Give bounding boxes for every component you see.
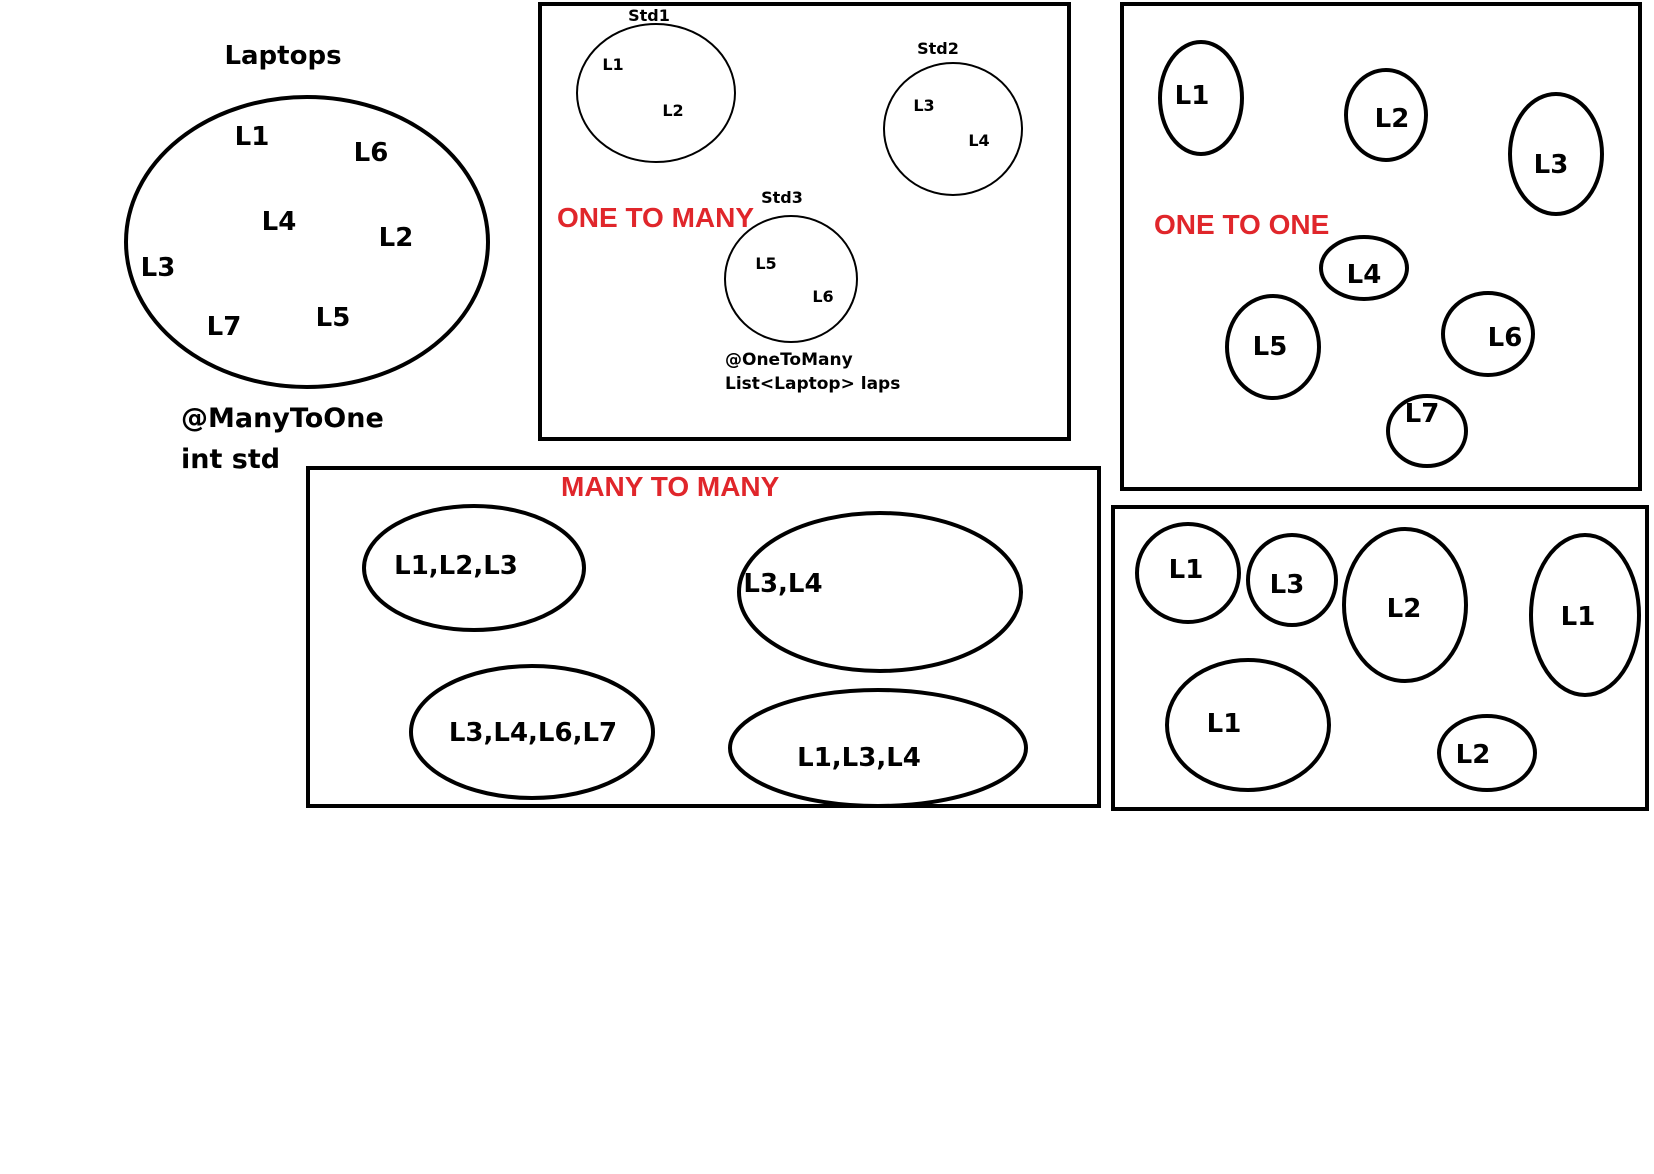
one-to-many-heading: ONE TO MANY (557, 202, 754, 233)
laptop-group-label: L3,L4,L6,L7 (449, 718, 617, 748)
laptop-ellipse (1246, 533, 1338, 627)
laptop-ellipse (1135, 522, 1241, 624)
student-laptop-item: L3 (913, 96, 934, 115)
laptop-ellipse (1225, 294, 1321, 400)
laptop-item: L1 (1207, 709, 1242, 739)
laptop-item: L2 (1456, 740, 1491, 770)
laptop-group-ellipse (728, 688, 1028, 808)
laptop-group-label: L1,L2,L3 (394, 551, 518, 581)
laptop-ellipse (1165, 658, 1331, 792)
laptop-item: L7 (207, 312, 242, 342)
laptop-item: L2 (1375, 104, 1410, 134)
student-name: Std3 (761, 188, 803, 207)
student-laptop-item: L1 (602, 55, 623, 74)
one-to-one-frame (1120, 2, 1642, 491)
laptop-item: L2 (379, 223, 414, 253)
one-to-one-heading: ONE TO ONE (1154, 209, 1329, 240)
one-to-one-panel: ONE TO ONE L1 L2 L3 L4 L5 L6 L7 (1120, 2, 1642, 491)
laptop-item: L5 (1253, 332, 1288, 362)
student-laptop-item: L4 (968, 131, 989, 150)
laptop-item: L6 (1488, 323, 1523, 353)
many-to-one-annotation-line2: int std (181, 444, 280, 475)
laptop-item: L1 (1169, 555, 1204, 585)
unlabeled-panel: L1 L3 L2 L1 L1 L2 (1111, 505, 1649, 811)
laptop-item: L2 (1387, 594, 1422, 624)
laptop-item: L7 (1405, 399, 1440, 429)
laptop-ellipse (1319, 235, 1409, 301)
one-to-many-annotation-line1: @OneToMany (725, 350, 853, 370)
student-set-ellipse (883, 62, 1023, 196)
student-name: Std2 (917, 39, 959, 58)
laptop-ellipse (1342, 527, 1468, 683)
laptop-group-ellipse (362, 504, 586, 632)
unlabeled-panel-frame (1111, 505, 1649, 811)
laptop-item: L4 (1347, 260, 1382, 290)
student-laptop-item: L6 (812, 287, 833, 306)
laptop-ellipse (1508, 92, 1604, 216)
laptop-group-label: L3,L4 (743, 569, 822, 599)
laptop-item: L3 (1270, 570, 1305, 600)
many-to-one-section: Laptops L1 L6 L4 L2 L3 L7 L5 @ManyToOne … (124, 41, 490, 475)
laptop-item: L6 (354, 138, 389, 168)
one-to-many-frame (538, 2, 1071, 441)
student-name: Std1 (628, 6, 670, 25)
laptop-item: L3 (141, 253, 176, 283)
student-laptop-item: L2 (662, 101, 683, 120)
student-set-ellipse (724, 215, 858, 343)
one-to-many-annotation-line2: List<Laptop> laps (725, 374, 900, 394)
laptop-item: L4 (262, 207, 297, 237)
laptop-item: L3 (1534, 150, 1569, 180)
many-to-many-heading: MANY TO MANY (561, 471, 780, 502)
student-laptop-item: L5 (755, 254, 776, 273)
laptop-group-ellipse (737, 511, 1023, 673)
many-to-one-annotation-line1: @ManyToOne (181, 403, 384, 434)
laptop-item: L5 (316, 303, 351, 333)
laptops-title: Laptops (224, 41, 341, 71)
student-set-ellipse (576, 23, 736, 163)
laptop-group-ellipse (409, 664, 655, 800)
laptops-set-ellipse (124, 95, 490, 389)
laptop-ellipse (1386, 394, 1468, 468)
many-to-many-frame (306, 466, 1101, 808)
one-to-many-panel: ONE TO MANY Std1 L1 L2 Std2 L3 L4 Std3 L… (538, 2, 1071, 441)
laptop-ellipse (1437, 714, 1537, 792)
laptop-item: L1 (235, 122, 270, 152)
many-to-many-panel: MANY TO MANY L1,L2,L3 L3,L4 L3,L4,L6,L7 … (306, 466, 1101, 808)
laptop-group-label: L1,L3,L4 (797, 743, 921, 773)
laptop-item: L1 (1175, 81, 1210, 111)
laptop-ellipse (1529, 533, 1641, 697)
laptop-ellipse (1441, 291, 1535, 377)
laptop-item: L1 (1561, 602, 1596, 632)
laptop-ellipse (1344, 68, 1428, 162)
laptop-ellipse (1158, 40, 1244, 156)
